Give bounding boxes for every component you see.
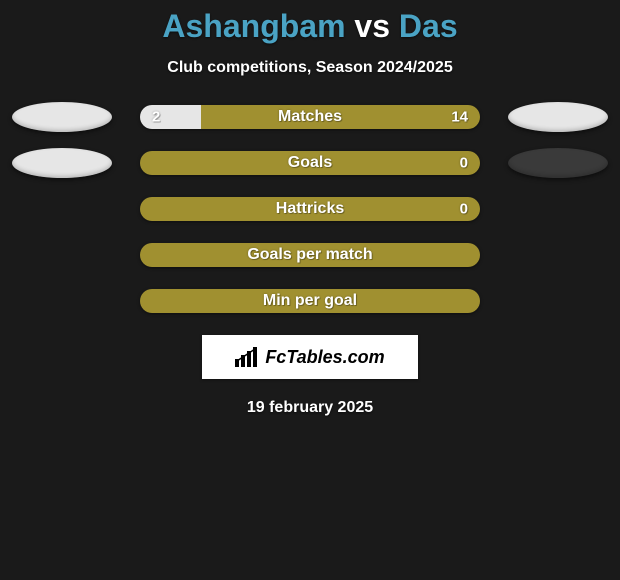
stat-row: 0 Hattricks — [0, 197, 620, 221]
stat-row: Min per goal — [0, 289, 620, 313]
team-oval-right — [508, 102, 608, 132]
stat-bar: Min per goal — [140, 289, 480, 313]
bar-value-left: 2 — [152, 109, 160, 126]
bar-fill-left — [140, 105, 201, 129]
comparison-title: Ashangbam vs Das — [0, 8, 620, 45]
title-left-player: Ashangbam — [162, 8, 345, 44]
title-vs: vs — [354, 8, 398, 44]
date-line: 19 february 2025 — [0, 399, 620, 417]
bar-value-right: 0 — [460, 155, 468, 172]
bars-icon — [235, 347, 259, 367]
stats-area: 2 14 Matches 0 Goals 0 Hattricks Goals per matc… — [0, 105, 620, 313]
source-logo-box: FcTables.com — [202, 335, 418, 379]
stat-row: Goals per match — [0, 243, 620, 267]
bar-label: Min per goal — [263, 292, 357, 310]
team-oval-left — [12, 148, 112, 178]
stat-bar: 0 Goals — [140, 151, 480, 175]
team-oval-left — [12, 102, 112, 132]
stat-bar: 0 Hattricks — [140, 197, 480, 221]
widget-container: Ashangbam vs Das Club competitions, Seas… — [0, 0, 620, 417]
bar-label: Matches — [278, 108, 342, 126]
stat-row: 2 14 Matches — [0, 105, 620, 129]
bar-value-right: 14 — [451, 109, 468, 126]
stat-row: 0 Goals — [0, 151, 620, 175]
stat-bar: 2 14 Matches — [140, 105, 480, 129]
title-right-player: Das — [399, 8, 458, 44]
bar-label: Goals — [288, 154, 332, 172]
subtitle: Club competitions, Season 2024/2025 — [0, 59, 620, 77]
bar-value-right: 0 — [460, 201, 468, 218]
team-oval-right — [508, 148, 608, 178]
source-logo: FcTables.com — [235, 347, 384, 368]
bar-label: Hattricks — [276, 200, 344, 218]
stat-bar: Goals per match — [140, 243, 480, 267]
logo-text: FcTables.com — [265, 347, 384, 368]
bar-label: Goals per match — [247, 246, 372, 264]
